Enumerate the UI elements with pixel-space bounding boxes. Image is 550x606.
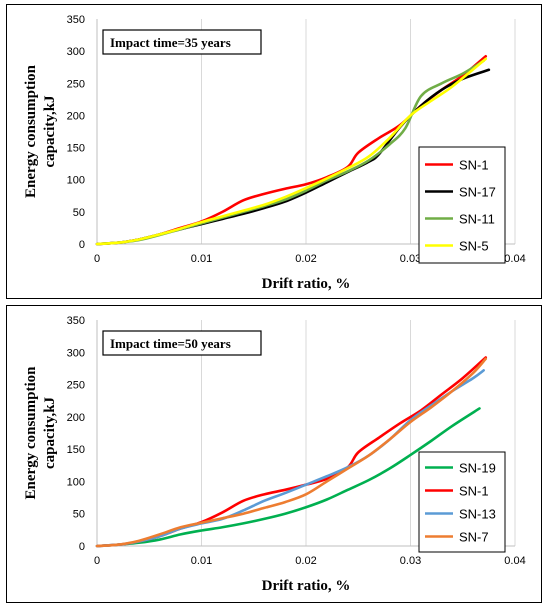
- y-tick-label: 200: [67, 110, 85, 122]
- chart-panel-50-years: 0 50 100 150 200 250 300 350 0 0.01 0.02 0.03 0.04 Dr…: [6, 305, 542, 603]
- y-tick-label: 300: [67, 347, 85, 359]
- y-axis-title-line: Energy consumption: [23, 64, 39, 198]
- legend-label: SN-13: [459, 507, 496, 522]
- energy-chart-50-years: 0 50 100 150 200 250 300 350 0 0.01 0.02 0.03 0.04 Dr…: [23, 315, 526, 594]
- y-tick-label: 50: [73, 207, 85, 219]
- y-axis-title-line: capacity,kJ: [42, 396, 58, 469]
- annotation-box: [102, 29, 262, 55]
- series-line-sn-5: [95, 57, 488, 246]
- y-tick-label: 150: [67, 444, 85, 456]
- y-axis-title: Energy consumption capacity,kJ: [23, 366, 58, 500]
- y-axis-title: Energy consumption capacity,kJ: [23, 64, 58, 198]
- y-tick-label: 350: [67, 14, 85, 26]
- annotation-text: Impact time=50 years: [110, 336, 231, 351]
- y-tick-label: 200: [67, 412, 85, 424]
- x-axis-title: Drift ratio, %: [262, 276, 351, 292]
- impact-time-annotation: Impact time=50 years: [102, 330, 262, 356]
- y-axis-title-line: Energy consumption: [23, 366, 39, 500]
- y-tick-label: 300: [67, 46, 85, 58]
- legend-label: SN-1: [459, 484, 489, 499]
- legend-label: SN-17: [459, 185, 496, 200]
- series-line-sn-19: [95, 407, 481, 548]
- impact-time-annotation: Impact time=35 years: [102, 29, 262, 55]
- x-tick-label: 0.02: [295, 253, 316, 265]
- x-tick-label: 0.04: [504, 253, 525, 265]
- x-tick-label: 0: [94, 253, 100, 265]
- series-line-sn-7: [95, 357, 488, 548]
- y-tick-label: 250: [67, 380, 85, 392]
- y-tick-label: 250: [67, 78, 85, 90]
- y-tick-label: 0: [79, 239, 85, 251]
- x-axis-title: Drift ratio, %: [262, 578, 351, 594]
- y-axis-title-line: capacity,kJ: [42, 95, 58, 168]
- x-tick-label: 0.02: [295, 555, 316, 567]
- series-line-sn-13: [95, 369, 485, 548]
- annotation-box: [102, 330, 262, 356]
- x-tick-label: 0.03: [400, 555, 421, 567]
- x-tick-label: 0.04: [504, 555, 525, 567]
- y-tick-label: 50: [73, 509, 85, 521]
- legend: SN-19 SN-1 SN-13 SN-7: [418, 451, 506, 553]
- legend-box: [418, 146, 506, 264]
- y-tick-label: 100: [67, 175, 85, 187]
- x-tick-label: 0.01: [191, 253, 212, 265]
- chart-panel-35-years: 0 50 100 150 200 250 300 350 0 0.01 0.02 0.03 0.04 Dr…: [6, 4, 542, 299]
- annotation-text: Impact time=35 years: [110, 35, 231, 50]
- legend-label: SN-1: [459, 158, 489, 173]
- y-tick-label: 350: [67, 315, 85, 327]
- legend: SN-1 SN-17 SN-11 SN-5: [418, 146, 506, 264]
- y-tick-label: 150: [67, 143, 85, 155]
- legend-label: SN-19: [459, 461, 496, 476]
- energy-chart-35-years: 0 50 100 150 200 250 300 350 0 0.01 0.02 0.03 0.04 Dr…: [23, 14, 526, 292]
- x-tick-label: 0.03: [400, 253, 421, 265]
- legend-label: SN-11: [459, 212, 495, 227]
- legend-label: SN-5: [459, 239, 489, 254]
- x-tick-label: 0: [94, 555, 100, 567]
- y-tick-label: 0: [79, 541, 85, 553]
- y-tick-label: 100: [67, 476, 85, 488]
- legend-label: SN-7: [459, 530, 489, 545]
- x-tick-label: 0.01: [191, 555, 212, 567]
